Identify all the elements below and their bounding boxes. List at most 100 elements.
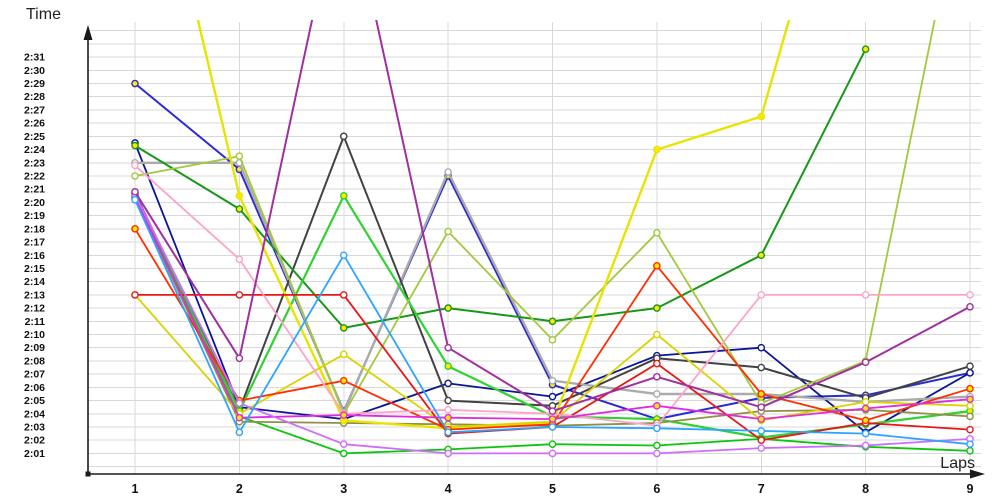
data-point-purple-lap-5[interactable]	[548, 407, 557, 415]
data-point-yellow-green-lap-1[interactable]	[131, 172, 139, 180]
data-point-orange-red-lap-3[interactable]	[339, 376, 348, 385]
data-point-yellow-dark-lap-9[interactable]	[966, 402, 974, 410]
data-point-navy-lap-9[interactable]	[966, 369, 974, 377]
data-point-orchid-lap-5[interactable]	[548, 449, 557, 458]
data-point-purple-lap-7[interactable]	[757, 403, 766, 411]
data-point-silver-lap-4[interactable]	[444, 168, 452, 176]
data-point-dark-gray-lap-9[interactable]	[966, 362, 974, 371]
data-point-red-lap-1[interactable]	[131, 291, 139, 299]
data-point-forest-green-lap-1[interactable]	[131, 141, 139, 150]
data-point-pink-lap-4[interactable]	[444, 406, 452, 414]
data-point-yellow-dark-lap-6[interactable]	[653, 330, 661, 339]
data-point-green-low-lap-9[interactable]	[966, 446, 974, 455]
data-point-forest-green-lap-7[interactable]	[757, 251, 766, 260]
data-point-bright-green-lap-3[interactable]	[339, 192, 348, 200]
data-point-pink-lap-7[interactable]	[757, 291, 766, 299]
data-point-olive-lap-9[interactable]	[966, 412, 974, 421]
data-point-forest-green-lap-6[interactable]	[653, 304, 661, 312]
data-point-royal-blue-lap-1[interactable]	[131, 79, 139, 88]
data-point-red-lap-6[interactable]	[653, 359, 661, 368]
data-point-pink-lap-2[interactable]	[235, 255, 244, 264]
data-point-orchid-lap-3[interactable]	[339, 440, 348, 448]
data-point-red-lap-3[interactable]	[339, 291, 348, 299]
data-point-forest-green-lap-8[interactable]	[861, 45, 870, 53]
data-point-orange-red-lap-9[interactable]	[966, 384, 974, 393]
data-point-sky-blue-lap-7[interactable]	[757, 427, 766, 435]
data-point-purple-lap-2[interactable]	[235, 354, 244, 363]
data-point-navy-lap-4[interactable]	[444, 379, 452, 388]
data-point-magenta-lap-6[interactable]	[653, 402, 661, 410]
data-point-orange-red-lap-6[interactable]	[653, 262, 661, 270]
series-line-forest-green	[134, 48, 867, 329]
data-point-navy-lap-7[interactable]	[757, 343, 766, 352]
y-tick-label: 2:22	[24, 170, 45, 182]
data-point-sky-blue-lap-6[interactable]	[653, 424, 661, 433]
data-point-purple-lap-4[interactable]	[444, 343, 452, 352]
data-point-orchid-lap-8[interactable]	[861, 441, 870, 450]
data-point-forest-green-lap-3[interactable]	[339, 324, 348, 332]
data-point-yellow-green-lap-4[interactable]	[444, 227, 452, 236]
data-point-orange-red-lap-7[interactable]	[757, 390, 766, 398]
data-point-forest-green-lap-2[interactable]	[235, 205, 244, 213]
data-point-orchid-lap-4[interactable]	[444, 449, 452, 458]
data-point-bright-green-lap-4[interactable]	[444, 362, 452, 371]
data-point-red-lap-9[interactable]	[966, 425, 974, 434]
y-tick-label: 2:18	[24, 223, 45, 235]
data-point-forest-green-lap-4[interactable]	[444, 304, 452, 312]
data-point-yellow-green-lap-6[interactable]	[653, 228, 661, 237]
data-point-yellow-green-lap-2[interactable]	[235, 152, 244, 160]
data-point-dark-gray-lap-7[interactable]	[757, 363, 766, 372]
y-tick-label: 2:07	[24, 369, 45, 381]
data-point-red-lap-2[interactable]	[235, 291, 244, 299]
data-point-yellow-dark-lap-8[interactable]	[861, 398, 870, 406]
y-tick-label: 2:15	[24, 263, 45, 275]
data-point-yellow-green-lap-5[interactable]	[548, 335, 557, 344]
data-point-purple-lap-1[interactable]	[131, 188, 139, 196]
data-point-orchid-lap-7[interactable]	[757, 444, 766, 452]
data-point-magenta-lap-5[interactable]	[548, 415, 557, 423]
data-point-orchid-lap-2[interactable]	[235, 399, 244, 408]
y-tick-label: 2:10	[24, 329, 45, 341]
tick-labels: 2:312:302:292:282:27 2:262:252:242:232:22…	[24, 52, 974, 496]
data-point-orange-red-lap-1[interactable]	[131, 225, 139, 233]
x-tick-label: 9	[967, 482, 974, 496]
data-point-pink-lap-1[interactable]	[131, 161, 139, 170]
data-point-sky-blue-lap-5[interactable]	[548, 423, 557, 431]
y-tick-label: 2:25	[24, 131, 45, 143]
data-point-yellow-dark-lap-3[interactable]	[339, 350, 348, 359]
axis-origin-marker	[85, 471, 91, 477]
data-point-purple-lap-6[interactable]	[653, 372, 661, 381]
data-point-orchid-lap-6[interactable]	[653, 449, 661, 458]
data-point-purple-lap-9[interactable]	[966, 302, 974, 311]
data-point-sky-blue-lap-8[interactable]	[861, 429, 870, 438]
data-point-magenta-lap-8[interactable]	[861, 404, 870, 413]
data-point-yellow-bright-lap-6[interactable]	[653, 145, 661, 154]
data-point-navy-lap-5[interactable]	[548, 392, 557, 401]
data-point-pink-lap-9[interactable]	[966, 291, 974, 299]
data-point-magenta-lap-9[interactable]	[966, 395, 974, 404]
data-point-green-low-lap-6[interactable]	[653, 441, 661, 450]
data-point-magenta-lap-3[interactable]	[339, 411, 348, 419]
data-point-silver-lap-5[interactable]	[548, 376, 557, 385]
data-point-magenta-lap-7[interactable]	[757, 415, 766, 423]
data-point-dark-gray-lap-4[interactable]	[444, 396, 452, 405]
data-point-silver-lap-6[interactable]	[653, 390, 661, 398]
data-point-magenta-lap-4[interactable]	[444, 413, 452, 422]
data-point-sky-blue-lap-9[interactable]	[966, 440, 974, 448]
data-point-yellow-bright-lap-2[interactable]	[235, 192, 244, 200]
data-point-sky-blue-lap-2[interactable]	[235, 428, 244, 437]
data-point-dark-gray-lap-3[interactable]	[339, 132, 348, 141]
data-point-red-lap-7[interactable]	[757, 436, 766, 444]
data-point-green-low-lap-5[interactable]	[548, 440, 557, 448]
data-point-forest-green-lap-5[interactable]	[548, 317, 557, 326]
data-point-sky-blue-lap-4[interactable]	[444, 428, 452, 437]
data-point-pink-lap-8[interactable]	[861, 291, 870, 299]
data-point-purple-lap-8[interactable]	[861, 358, 870, 367]
data-point-green-low-lap-3[interactable]	[339, 449, 348, 458]
data-point-magenta-lap-2[interactable]	[235, 413, 244, 422]
data-point-orange-red-lap-8[interactable]	[861, 416, 870, 425]
data-point-sky-blue-lap-3[interactable]	[339, 251, 348, 260]
data-point-sky-blue-lap-1[interactable]	[131, 195, 139, 204]
data-point-yellow-bright-lap-7[interactable]	[757, 112, 766, 121]
